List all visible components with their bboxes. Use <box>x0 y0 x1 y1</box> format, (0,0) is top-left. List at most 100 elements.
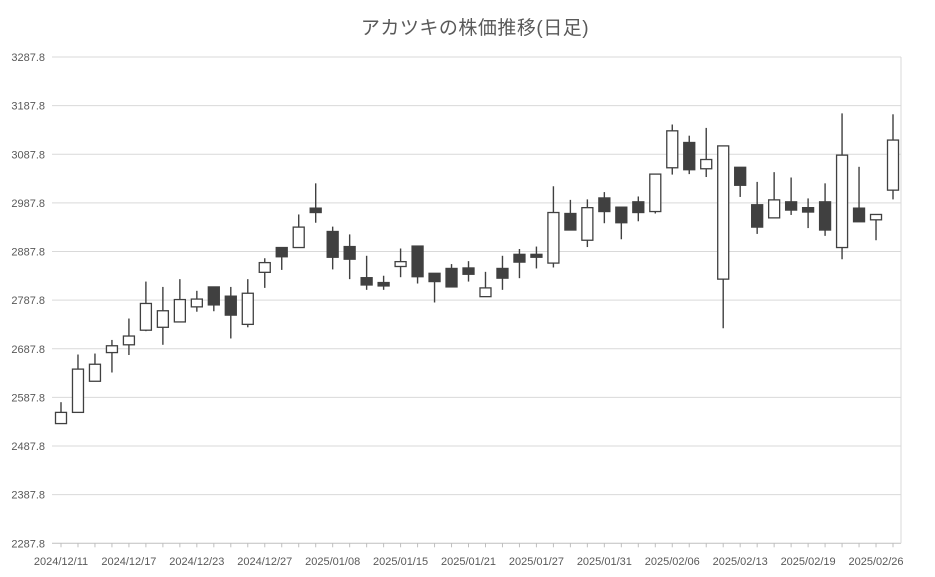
candle-body-down <box>377 281 390 287</box>
candle-2025-02-12 <box>717 145 730 329</box>
candle-body-down <box>784 201 798 211</box>
candle-2025-02-04 <box>632 196 645 222</box>
candle-2024-12-16 <box>105 339 119 373</box>
candle-2024-12-11 <box>54 402 68 425</box>
x-axis-tick-label: 2025/01/27 <box>509 556 564 568</box>
candle-2025-02-03 <box>615 206 628 240</box>
y-axis-tick-label: 2787.8 <box>11 295 45 307</box>
candle-2025-02-20 <box>818 183 832 236</box>
y-axis-tick-label: 2687.8 <box>11 344 45 356</box>
candle-2025-01-15 <box>394 248 407 278</box>
candle-body-down <box>411 245 424 278</box>
x-axis-labels: 2024/12/11 2024/12/17 2024/12/23 2024/12/27… <box>34 556 904 568</box>
candle-2025-02-13 <box>734 166 747 197</box>
candle-body-up <box>122 335 136 346</box>
chart-title: アカツキの株価推移(日足) <box>360 18 590 39</box>
candle-body-up <box>394 260 407 268</box>
candle-2024-12-13 <box>88 353 102 382</box>
candle-body-down <box>360 277 373 286</box>
candle-body-up <box>241 292 254 326</box>
candle-2025-02-25 <box>852 166 866 223</box>
candle-2025-01-17 <box>428 272 441 303</box>
x-axis-tick-label: 2025/01/08 <box>305 556 360 568</box>
candle-body-down <box>530 253 543 258</box>
candle-body-up <box>258 261 271 273</box>
y-axis-tick-label: 2487.8 <box>11 441 45 453</box>
candle-body-down <box>632 201 645 214</box>
candle-body-down <box>309 207 322 214</box>
y-axis-tick-label: 3087.8 <box>11 149 45 161</box>
candle-2025-01-22 <box>479 271 492 298</box>
candle-body-up <box>139 302 153 331</box>
candle-body-up <box>71 368 85 414</box>
x-axis-tick-label: 2024/12/17 <box>101 556 156 568</box>
candle-body-up <box>717 145 730 280</box>
candle-body-down <box>343 245 356 260</box>
candle-2025-01-29 <box>564 199 577 231</box>
candle-body-down <box>598 197 611 213</box>
candle-2024-12-30 <box>275 246 288 270</box>
candle-2025-02-05 <box>649 173 662 214</box>
candle-2024-12-26 <box>241 279 254 328</box>
candle-body-down <box>445 267 458 288</box>
candle-body-up <box>700 158 713 170</box>
candle-2025-01-27 <box>530 246 543 269</box>
candle-2024-12-23 <box>190 290 203 312</box>
candle-2025-01-24 <box>513 248 526 279</box>
candle-2025-01-06 <box>292 214 305 249</box>
candle-2025-01-28 <box>547 186 560 268</box>
candle-2024-12-19 <box>156 286 170 345</box>
candle-body-down <box>513 253 526 263</box>
x-axis-ticks <box>60 543 894 548</box>
candle-body-down <box>496 267 509 279</box>
candle-2025-01-14 <box>377 275 390 290</box>
candle-2025-02-10 <box>700 127 713 178</box>
candle-body-down <box>818 201 832 231</box>
candle-2025-01-31 <box>598 192 611 224</box>
candle-2025-02-19 <box>801 198 815 229</box>
candle-body-up <box>156 310 170 328</box>
candle-body-down <box>224 295 237 316</box>
y-axis-tick-label: 2287.8 <box>11 538 45 550</box>
candle-body-up <box>886 139 900 191</box>
candle-body-down <box>564 212 577 231</box>
candle-body-down <box>734 166 747 186</box>
candle-2025-02-18 <box>784 177 798 215</box>
candle-2025-01-08 <box>326 226 339 270</box>
candle-2025-02-21 <box>835 113 849 260</box>
y-axis-tick-label: 3287.8 <box>11 52 45 64</box>
candle-body-down <box>801 207 815 213</box>
candle-2025-02-14 <box>751 181 764 234</box>
candle-body-up <box>767 199 781 219</box>
x-axis-tick-label: 2025/02/19 <box>781 556 836 568</box>
candle-2024-12-12 <box>71 354 85 414</box>
x-axis-tick-label: 2025/01/21 <box>441 556 496 568</box>
candles <box>54 113 900 425</box>
x-axis-tick-label: 2024/12/27 <box>237 556 292 568</box>
candle-2024-12-20 <box>173 279 187 323</box>
candle-2025-01-16 <box>411 245 424 284</box>
y-axis-tick-label: 2887.8 <box>11 247 45 259</box>
candle-2025-02-26 <box>869 213 883 241</box>
y-axis-tick-label: 2387.8 <box>11 490 45 502</box>
candle-body-up <box>835 154 849 249</box>
x-axis-tick-label: 2025/02/26 <box>848 556 903 568</box>
candle-2025-01-23 <box>496 255 509 290</box>
candle-body-up <box>173 298 187 323</box>
candle-body-down <box>207 286 220 306</box>
candle-body-up <box>54 411 68 425</box>
candle-body-up <box>105 345 119 354</box>
x-axis-tick-label: 2025/02/13 <box>713 556 768 568</box>
candle-2024-12-25 <box>224 286 237 339</box>
candle-2025-02-27 <box>886 114 900 200</box>
candle-2024-12-17 <box>122 318 136 356</box>
candle-body-up <box>479 287 492 298</box>
candle-body-up <box>666 130 679 169</box>
candle-body-down <box>326 230 339 258</box>
x-axis-tick-label: 2024/12/23 <box>169 556 224 568</box>
candle-body-down <box>683 141 696 171</box>
candle-2025-01-21 <box>462 261 475 282</box>
candle-body-down <box>615 206 628 224</box>
candle-2025-02-17 <box>767 172 781 219</box>
candle-2025-01-09 <box>343 234 356 280</box>
